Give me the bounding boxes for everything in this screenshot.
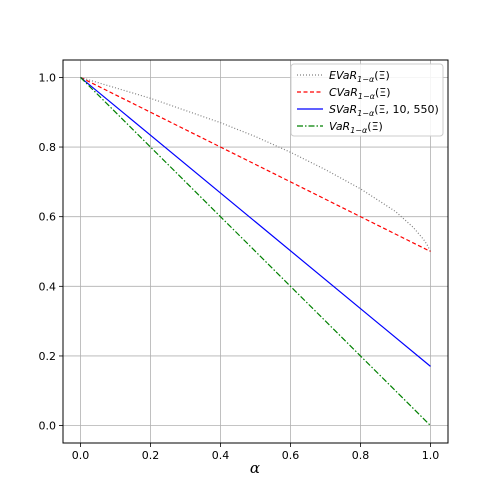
y-tick-label: 0.2 bbox=[39, 350, 57, 363]
legend-box bbox=[290, 63, 444, 137]
x-tick-label: 0.2 bbox=[142, 449, 160, 462]
x-tick-label: 0.0 bbox=[72, 449, 90, 462]
x-tick-label: 0.8 bbox=[352, 449, 370, 462]
legend-entry-evar: EVaR1−α(Ξ) bbox=[329, 69, 390, 84]
legend-entry-var: VaR1−α(Ξ) bbox=[329, 120, 383, 135]
series-line-var bbox=[80, 76, 431, 427]
plot-frame bbox=[62, 59, 449, 444]
axis-ticks: 0.0 0.2 0.4 0.6 0.8 1.0 0.0 0.2 0.4 0.6 0.8 1.0 bbox=[39, 71, 440, 462]
x-tick-label: 1.0 bbox=[422, 449, 440, 462]
y-tick-label: 0.8 bbox=[39, 141, 57, 154]
x-tick-label: 0.6 bbox=[282, 449, 300, 462]
legend-entry-svar: SVaR1−α(Ξ, 10, 550) bbox=[329, 103, 439, 118]
series-lines bbox=[80, 76, 432, 427]
series-line-svar bbox=[80, 76, 431, 367]
legend: EVaR1−α(Ξ) CVaR1−α(Ξ) SVaR1−α(Ξ, 10, 550) V… bbox=[290, 63, 444, 137]
grid bbox=[63, 60, 448, 443]
y-tick-label: 0.0 bbox=[39, 420, 57, 433]
y-tick-label: 0.6 bbox=[39, 211, 57, 224]
series-line-cvar bbox=[80, 76, 431, 253]
x-tick-label: 0.4 bbox=[212, 449, 230, 462]
y-tick-label: 0.4 bbox=[39, 280, 57, 293]
legend-entry-cvar: CVaR1−α(Ξ) bbox=[329, 86, 391, 101]
y-tick-label: 1.0 bbox=[39, 71, 57, 84]
x-axis-label: α bbox=[250, 459, 260, 477]
